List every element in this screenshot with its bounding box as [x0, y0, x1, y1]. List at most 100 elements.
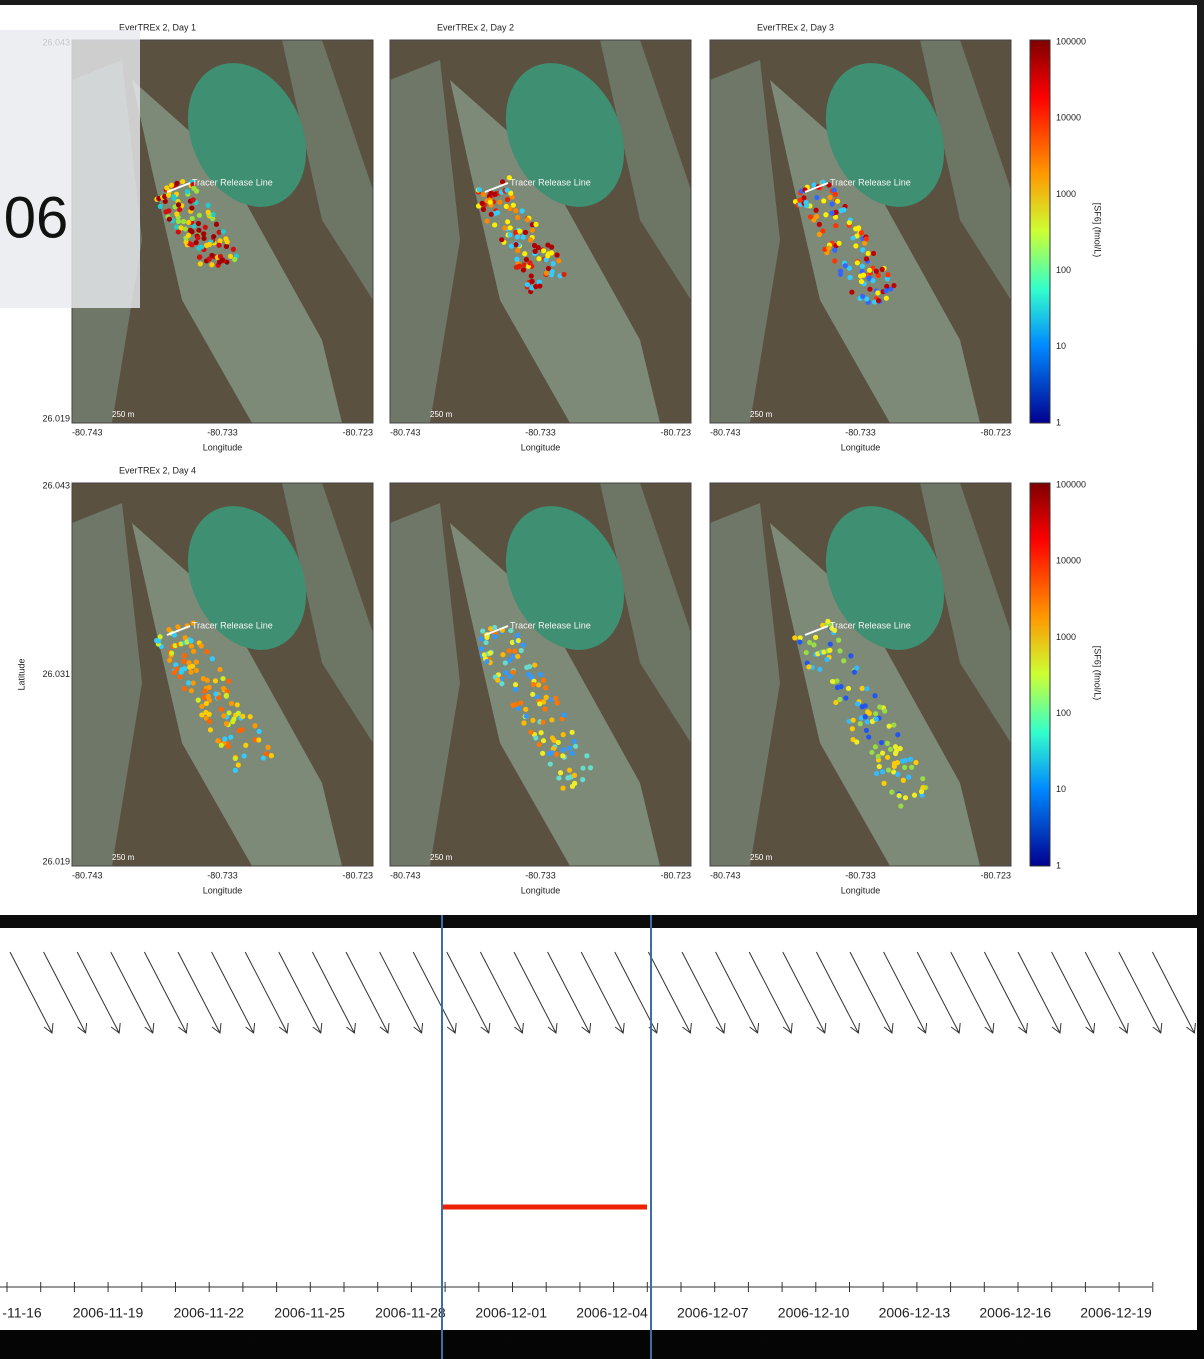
- tracer-dot: [921, 785, 926, 790]
- tracer-dot: [886, 767, 891, 772]
- tracer-dot: [541, 248, 546, 253]
- tracer-dot: [492, 634, 497, 639]
- map: Tracer Release Line250 m-80.743-80.733-8…: [710, 483, 1011, 895]
- tracer-dot: [530, 279, 535, 284]
- tracer-dot: [572, 773, 577, 778]
- tracer-dot: [536, 682, 541, 687]
- tracer-dot: [479, 646, 484, 651]
- tracer-dot: [158, 204, 163, 209]
- tracer-dot: [177, 674, 182, 679]
- tracer-dot: [264, 751, 269, 756]
- tracer-dot: [499, 237, 504, 242]
- colorbar-tick-label: 1000: [1056, 189, 1076, 199]
- tracer-dot: [481, 207, 486, 212]
- colorbar-tick-label: 100: [1056, 265, 1071, 275]
- tracer-dot: [513, 242, 518, 247]
- tracer-dot: [556, 775, 561, 780]
- tracer-dot: [194, 668, 199, 673]
- tracer-dot: [837, 648, 842, 653]
- tracer-dot: [521, 720, 526, 725]
- lon-tick-label: -80.733: [845, 427, 876, 437]
- tracer-dot: [889, 790, 894, 795]
- tracer-dot: [846, 686, 851, 691]
- tracer-dot: [874, 717, 879, 722]
- tracer-dot: [891, 283, 896, 288]
- colorbar-label: [SF6] (fmol/L): [1093, 646, 1103, 701]
- lon-tick-label: -80.743: [72, 427, 103, 437]
- tracer-dot: [884, 296, 889, 301]
- scale-label: 250 m: [430, 853, 453, 862]
- tracer-dot: [554, 752, 559, 757]
- tracer-dot: [512, 649, 517, 654]
- colorbar: [1030, 483, 1050, 866]
- tracer-dot: [546, 266, 551, 271]
- map-label: Tracer Release Line: [192, 177, 273, 187]
- tracer-dot: [210, 656, 215, 661]
- tracer-dot: [502, 225, 507, 230]
- lon-tick-label: -80.743: [390, 870, 421, 880]
- tracer-dot: [256, 737, 261, 742]
- tracer-dot: [867, 287, 872, 292]
- lon-tick-label: -80.743: [710, 427, 741, 437]
- tracer-dot: [880, 267, 885, 272]
- tracer-dot: [533, 284, 538, 289]
- tracer-dot: [477, 187, 482, 192]
- tracer-dot: [533, 735, 538, 740]
- tracer-dot: [505, 219, 510, 224]
- tracer-dot: [866, 251, 871, 256]
- tracer-dot: [189, 643, 194, 648]
- tracer-dot: [221, 713, 226, 718]
- tracer-dot: [169, 651, 174, 656]
- tracer-dot: [829, 201, 834, 206]
- tracer-dot: [860, 247, 865, 252]
- tracer-dot: [219, 707, 224, 712]
- lon-tick-label: -80.743: [390, 427, 421, 437]
- tracer-dot: [519, 208, 524, 213]
- tracer-dot: [514, 257, 519, 262]
- lon-tick-label: -80.733: [525, 427, 556, 437]
- tracer-dot: [174, 181, 179, 186]
- tracer-dot: [223, 236, 228, 241]
- tracer-dot: [207, 242, 212, 247]
- tracer-dot: [549, 717, 554, 722]
- tracer-dot: [877, 704, 882, 709]
- tracer-dot: [185, 189, 190, 194]
- tracer-dot: [166, 208, 171, 213]
- tracer-dot: [833, 210, 838, 215]
- tracer-dot: [813, 635, 818, 640]
- tracer-dot: [265, 745, 270, 750]
- tracer-dot: [189, 670, 194, 675]
- tracer-dot: [817, 222, 822, 227]
- timeline-panel: [0, 928, 1197, 1330]
- tracer-dot: [528, 237, 533, 242]
- date-label: 2006-11-25: [274, 1305, 345, 1321]
- tracer-dot: [194, 188, 199, 193]
- date-label: 2006-12-01: [475, 1305, 547, 1321]
- tracer-dot: [205, 678, 210, 683]
- tracer-dot: [191, 649, 196, 654]
- tracer-dot: [216, 243, 221, 248]
- tracer-dot: [497, 200, 502, 205]
- tracer-dot: [580, 777, 585, 782]
- tracer-dot: [830, 679, 835, 684]
- tracer-dot: [257, 729, 262, 734]
- tracer-dot: [179, 669, 184, 674]
- tracer-dot: [536, 256, 541, 261]
- tracer-dot: [231, 247, 236, 252]
- tracer-dot: [792, 635, 797, 640]
- tracer-dot: [525, 217, 530, 222]
- tracer-dot: [532, 243, 537, 248]
- tracer-dot: [206, 210, 211, 215]
- tracer-dot: [196, 698, 201, 703]
- tracer-dot: [507, 658, 512, 663]
- tracer-dot: [864, 256, 869, 261]
- tracer-dot: [570, 751, 575, 756]
- tracer-dot: [203, 225, 208, 230]
- tracer-dot: [861, 273, 866, 278]
- tracer-dot: [505, 197, 510, 202]
- tracer-dot: [156, 639, 161, 644]
- tracer-dot: [876, 754, 881, 759]
- map-label: Tracer Release Line: [192, 620, 273, 630]
- tracer-dot: [199, 244, 204, 249]
- tracer-dot: [855, 701, 860, 706]
